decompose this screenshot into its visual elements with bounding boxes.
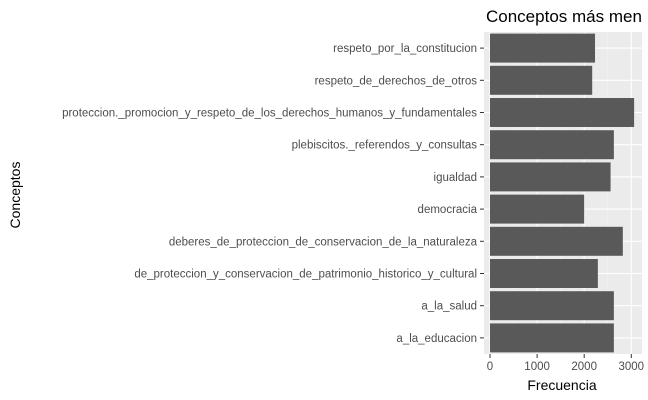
bars xyxy=(490,33,635,353)
category-label: de_proteccion_y_conservacion_de_patrimon… xyxy=(134,269,477,281)
category-label: plebiscitos._referendos_y_consultas xyxy=(292,140,478,152)
x-tick-label: 3000 xyxy=(618,361,644,373)
chart-title: Conceptos más men xyxy=(486,7,642,26)
category-label: proteccion._promocion_y_respeto_de_los_d… xyxy=(62,108,477,120)
x-tick-label: 2000 xyxy=(571,361,597,373)
x-tick-label: 0 xyxy=(487,361,493,373)
category-label: respeto_de_derechos_de_otros xyxy=(315,75,478,87)
bar xyxy=(490,130,614,160)
category-label: a_la_educacion xyxy=(396,333,477,345)
bar xyxy=(490,65,593,95)
category-label: democracia xyxy=(418,204,478,216)
x-axis-ticks xyxy=(489,354,632,358)
category-label: respeto_por_la_constitucion xyxy=(333,43,477,55)
category-label: deberes_de_proteccion_de_conservacion_de… xyxy=(169,236,478,248)
bar xyxy=(490,33,596,63)
bar xyxy=(490,291,614,321)
bar xyxy=(490,162,611,192)
category-label: a_la_salud xyxy=(421,301,477,313)
bar xyxy=(490,98,635,127)
bar xyxy=(490,259,598,288)
bar xyxy=(490,226,623,256)
bar xyxy=(490,194,585,224)
x-tick-label: 1000 xyxy=(524,361,550,373)
y-axis-labels: respeto_por_la_constitucion respeto_de_de… xyxy=(62,43,478,345)
y-axis-ticks xyxy=(480,47,484,339)
y-axis-title: Conceptos xyxy=(7,162,23,229)
x-axis-labels: 0 1000 2000 3000 xyxy=(487,361,644,373)
category-label: igualdad xyxy=(434,172,477,184)
bar xyxy=(490,323,614,353)
x-axis-title: Frecuencia xyxy=(527,377,596,393)
